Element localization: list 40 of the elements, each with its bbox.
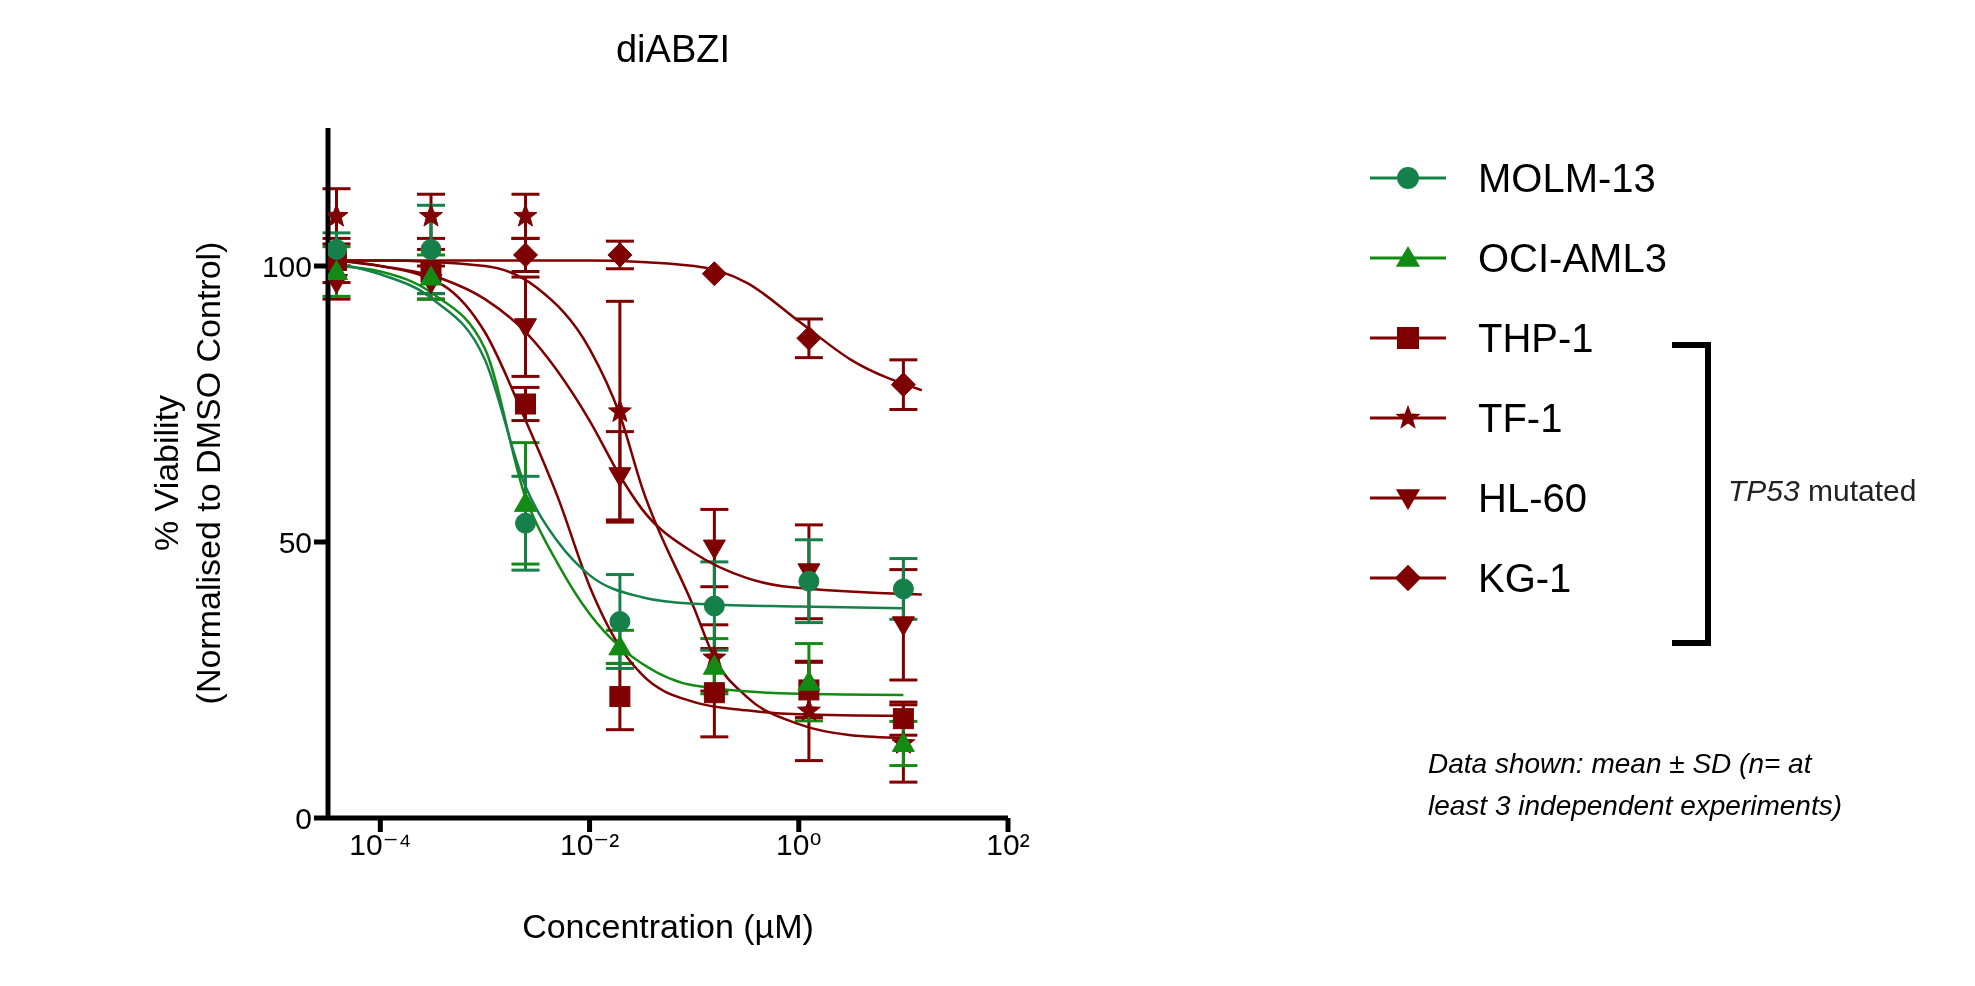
point xyxy=(514,512,536,534)
y-tick-label: 0 xyxy=(295,801,312,835)
point xyxy=(608,635,632,656)
legend-label: OCI-AML3 xyxy=(1478,235,1667,281)
point xyxy=(703,595,725,617)
y-tick-label: 100 xyxy=(261,249,312,283)
chart-title: diABZI xyxy=(614,28,731,71)
point xyxy=(797,698,821,722)
legend-label: KG-1 xyxy=(1478,555,1572,601)
point xyxy=(512,242,538,268)
legend-label: TF-1 xyxy=(1478,395,1563,441)
point xyxy=(419,203,443,227)
point xyxy=(420,238,442,260)
point xyxy=(890,372,916,398)
legend-label: HL-60 xyxy=(1478,475,1587,521)
x-axis-title: Concentration (µM) xyxy=(522,907,814,945)
text: TP53 mutated xyxy=(1728,474,1917,507)
x-tick-label: 10⁻⁴ xyxy=(349,828,412,862)
point xyxy=(892,578,914,600)
point xyxy=(609,686,631,708)
point xyxy=(513,491,537,512)
point xyxy=(702,539,726,560)
point xyxy=(701,261,727,287)
legend-label: THP-1 xyxy=(1478,315,1594,361)
x-tick-label: 10⁰ xyxy=(776,828,822,862)
point xyxy=(514,393,536,415)
point xyxy=(703,682,725,704)
point xyxy=(796,325,822,351)
x-tick-label: 10⁻² xyxy=(559,828,620,862)
point xyxy=(798,570,820,592)
text: Data shown: mean ± SD (n= at least 3 independent experiments) xyxy=(1428,747,1844,823)
y-axis-title: % Viability (Normalised to DMSO Control) xyxy=(147,241,227,705)
point xyxy=(702,654,726,675)
point xyxy=(892,708,914,730)
point xyxy=(797,670,821,691)
point xyxy=(607,399,632,422)
x-tick-label: 10² xyxy=(986,828,1030,862)
legend-label: MOLM-13 xyxy=(1478,155,1656,201)
y-tick-label: 50 xyxy=(278,525,312,559)
point xyxy=(609,610,631,632)
